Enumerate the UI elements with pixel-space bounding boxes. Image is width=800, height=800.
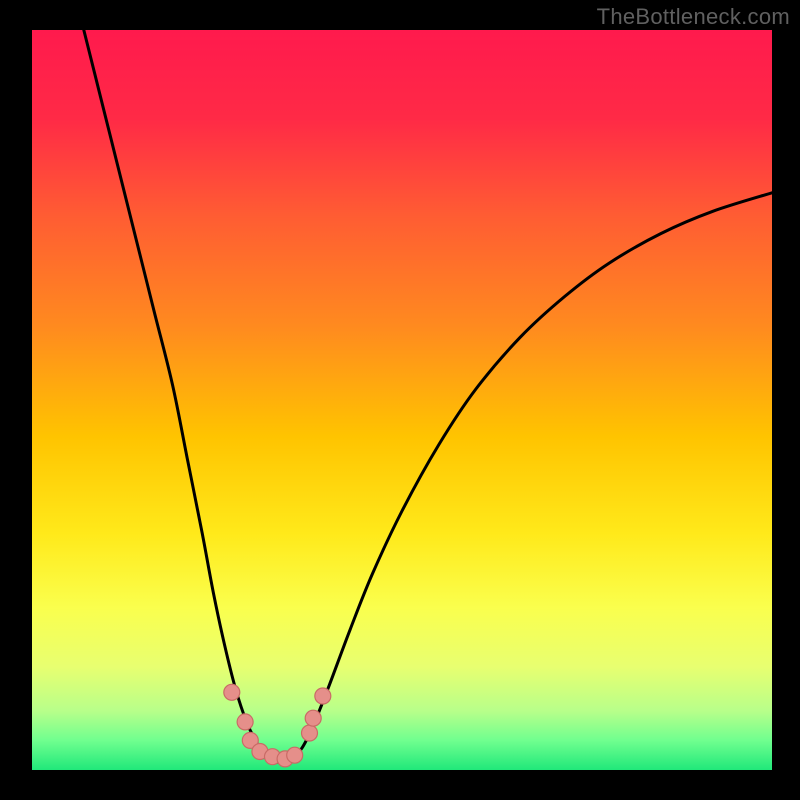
bottleneck-curve-chart bbox=[32, 30, 772, 770]
marker-point bbox=[305, 710, 321, 726]
watermark-text: TheBottleneck.com bbox=[597, 4, 790, 30]
marker-point bbox=[302, 725, 318, 741]
marker-point bbox=[287, 747, 303, 763]
marker-point bbox=[237, 714, 253, 730]
chart-canvas: TheBottleneck.com bbox=[0, 0, 800, 800]
plot-area bbox=[32, 30, 772, 770]
gradient-background bbox=[32, 30, 772, 770]
marker-point bbox=[315, 688, 331, 704]
marker-point bbox=[224, 684, 240, 700]
